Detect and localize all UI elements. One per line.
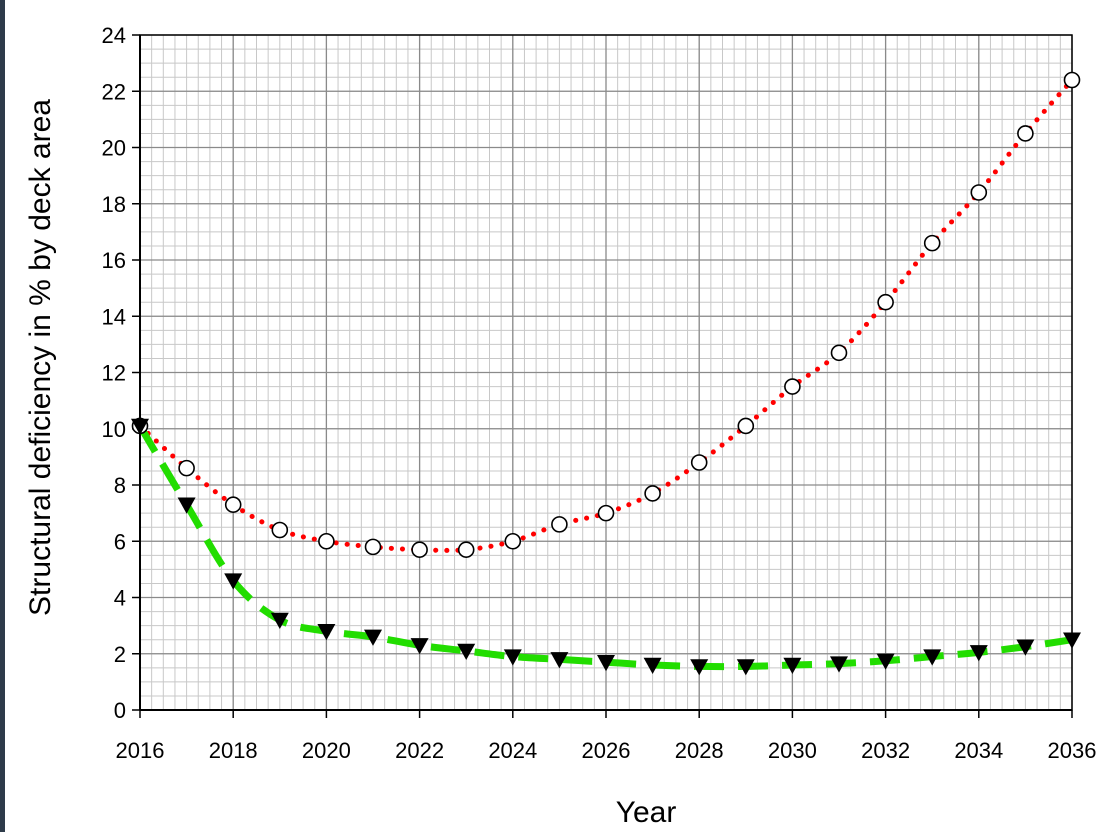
y-tick-label: 18 <box>102 192 126 217</box>
series-1-point <box>1063 71 1081 89</box>
x-tick-label: 2028 <box>675 738 724 763</box>
x-tick-label: 2020 <box>302 738 351 763</box>
series-1-point <box>411 541 428 558</box>
y-tick-label: 6 <box>114 529 126 554</box>
window-left-border <box>0 0 5 832</box>
x-tick-label: 2022 <box>395 738 444 763</box>
x-axis-title: Year <box>616 796 677 829</box>
series-2-point <box>503 649 522 666</box>
series-1-point <box>364 538 382 556</box>
x-tick-label: 2026 <box>582 738 631 763</box>
series-1-point <box>597 504 615 522</box>
x-tick-label: 2024 <box>488 738 537 763</box>
series-1-point <box>923 234 941 252</box>
series-1-point <box>457 541 475 558</box>
x-tick-label: 2030 <box>768 738 817 763</box>
series-1-point <box>318 532 335 550</box>
y-tick-label: 0 <box>114 698 126 723</box>
series-1-point <box>271 521 289 539</box>
x-tick-label: 2036 <box>1048 738 1097 763</box>
x-tick-label: 2018 <box>209 738 258 763</box>
y-tick-label: 20 <box>102 136 126 161</box>
series-2-point <box>410 638 429 655</box>
series-1-point <box>644 485 661 502</box>
series-1-point <box>877 293 894 311</box>
series-1-point <box>737 417 755 435</box>
x-tick-label: 2034 <box>954 738 1003 763</box>
series-1-point <box>830 344 848 362</box>
y-tick-label: 8 <box>114 473 126 498</box>
x-tick-label: 2032 <box>861 738 910 763</box>
series-2-point <box>131 418 149 435</box>
y-tick-label: 10 <box>102 417 126 442</box>
series-2-point <box>643 657 662 674</box>
series-2-point <box>1063 632 1081 649</box>
series-1-point <box>224 496 242 513</box>
y-tick-label: 16 <box>102 248 126 273</box>
series-1-point <box>504 532 522 550</box>
y-tick-label: 2 <box>114 642 126 667</box>
y-tick-label: 24 <box>102 23 126 48</box>
series-2-point <box>597 654 615 672</box>
series-2-point <box>457 643 476 660</box>
series-2-point <box>923 649 942 666</box>
series-2-point <box>270 612 289 629</box>
series-1-point <box>551 516 568 533</box>
series-1-point <box>178 459 195 477</box>
series-2-point <box>317 624 336 641</box>
y-tick-label: 4 <box>114 586 126 611</box>
series-2-point <box>876 653 895 670</box>
y-axis-title: Structural deficiency in % by deck area <box>24 99 57 616</box>
series-2-point <box>783 657 802 674</box>
series-2-point <box>177 497 196 514</box>
series-2-point <box>1016 639 1035 656</box>
series-2-point <box>736 659 755 676</box>
y-tick-label: 22 <box>102 79 126 104</box>
series-2-point <box>969 645 988 662</box>
y-tick-label: 14 <box>102 304 126 329</box>
x-tick-label: 2016 <box>116 738 165 763</box>
series-1-point <box>690 454 708 471</box>
series-2-point <box>224 573 243 590</box>
series-1-point <box>970 184 988 201</box>
y-tick-label: 12 <box>102 361 126 386</box>
series-1-point <box>784 378 801 395</box>
series-2-point <box>364 629 382 646</box>
series-2-point <box>550 652 569 669</box>
series-2-point <box>690 659 709 676</box>
series-2-point <box>830 656 848 673</box>
series-1-point <box>1017 125 1034 142</box>
